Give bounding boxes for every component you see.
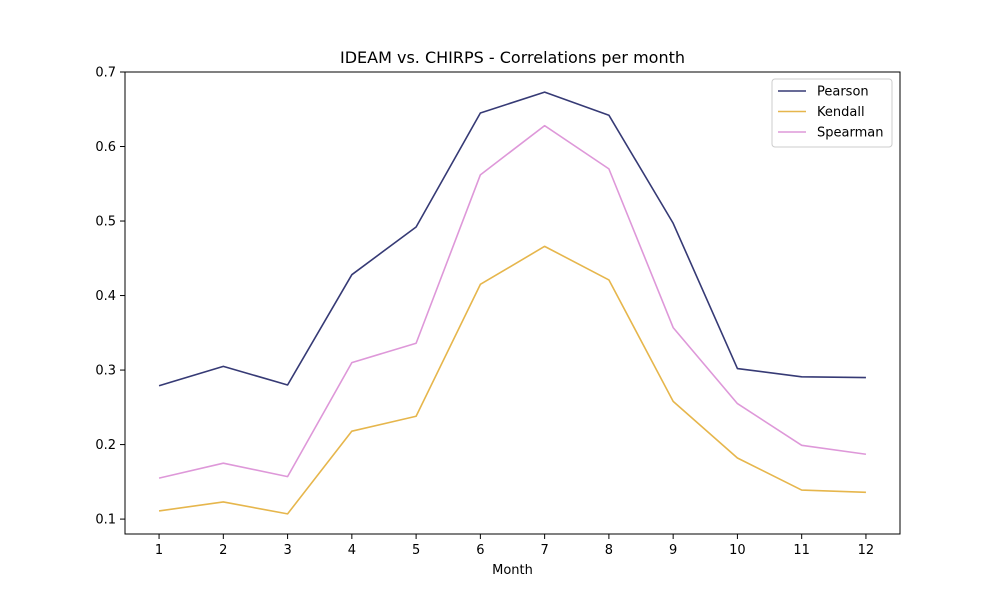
x-tick-label: 8 — [605, 543, 613, 558]
y-tick-label: 0.7 — [95, 66, 116, 81]
x-tick-label: 9 — [669, 543, 677, 558]
x-axis: 1 2 3 4 5 6 7 8 9 10 11 12 — [155, 534, 874, 558]
legend-label-pearson: Pearson — [817, 85, 869, 100]
plot-area — [124, 71, 901, 535]
legend-label-kendall: Kendall — [817, 105, 865, 120]
x-tick-label: 4 — [348, 543, 356, 558]
y-tick-label: 0.1 — [95, 513, 116, 528]
chart-title: IDEAM vs. CHIRPS - Correlations per mont… — [340, 48, 685, 67]
legend-label-spearman: Spearman — [817, 126, 883, 141]
series-line-pearson — [158, 91, 866, 387]
series-line-spearman — [158, 124, 867, 479]
y-tick-label: 0.2 — [95, 438, 116, 453]
legend-box — [771, 78, 893, 148]
x-tick-label: 7 — [540, 543, 548, 558]
y-tick-label: 0.6 — [95, 140, 116, 155]
series-layer — [158, 91, 867, 515]
x-tick-label: 2 — [219, 543, 227, 558]
x-tick-label: 6 — [476, 543, 484, 558]
y-tick-label: 0.4 — [95, 289, 116, 304]
x-tick-label: 3 — [283, 543, 291, 558]
plot-frame — [124, 71, 901, 535]
series-line-kendall — [158, 245, 866, 515]
x-axis-label: Month — [492, 563, 533, 578]
x-tick-label: 1 — [155, 543, 163, 558]
y-axis: 0.1 0.2 0.3 0.4 0.5 0.6 0.7 — [95, 66, 125, 528]
x-tick-label: 12 — [858, 543, 875, 558]
y-tick-label: 0.5 — [95, 215, 116, 230]
x-tick-label: 11 — [793, 543, 810, 558]
x-tick-label: 5 — [412, 543, 420, 558]
x-tick-label: 10 — [729, 543, 746, 558]
y-tick-label: 0.3 — [95, 364, 116, 379]
legend: Pearson Kendall Spearman — [771, 78, 893, 148]
